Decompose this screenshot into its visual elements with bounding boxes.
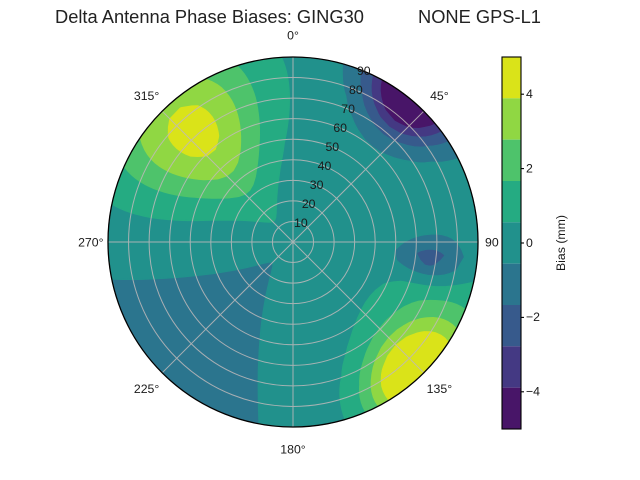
svg-text:90: 90 xyxy=(485,236,499,250)
svg-text:0: 0 xyxy=(526,236,533,250)
svg-text:Bias (mm): Bias (mm) xyxy=(554,215,568,271)
svg-text:−4: −4 xyxy=(526,385,540,399)
svg-text:4: 4 xyxy=(526,87,533,101)
svg-text:50: 50 xyxy=(325,140,339,154)
svg-text:270°: 270° xyxy=(78,236,104,250)
svg-text:80: 80 xyxy=(349,83,363,97)
svg-text:10: 10 xyxy=(294,216,308,230)
svg-text:20: 20 xyxy=(302,197,316,211)
svg-text:90: 90 xyxy=(357,64,371,78)
svg-text:70: 70 xyxy=(341,102,355,116)
svg-text:40: 40 xyxy=(318,159,332,173)
svg-text:225°: 225° xyxy=(134,382,160,396)
svg-text:45°: 45° xyxy=(430,89,449,103)
svg-text:135°: 135° xyxy=(427,382,453,396)
svg-text:2: 2 xyxy=(526,161,533,175)
svg-text:0°: 0° xyxy=(287,29,299,43)
svg-text:60: 60 xyxy=(333,121,347,135)
svg-text:315°: 315° xyxy=(134,89,160,103)
svg-text:30: 30 xyxy=(310,178,324,192)
svg-text:−2: −2 xyxy=(526,310,540,324)
svg-text:180°: 180° xyxy=(280,443,306,457)
